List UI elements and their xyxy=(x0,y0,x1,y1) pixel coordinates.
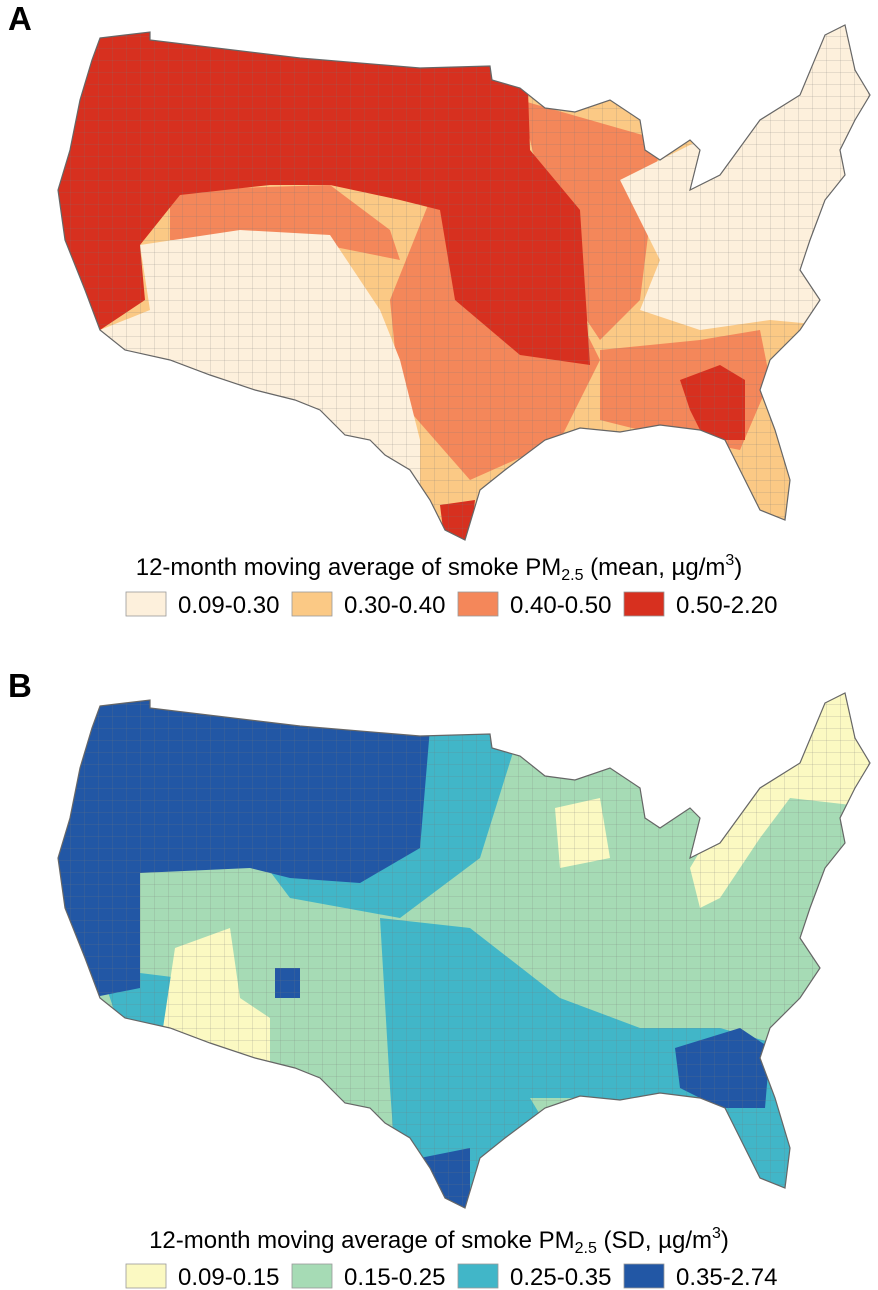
map-b xyxy=(57,692,871,1209)
legend-swatch xyxy=(623,1263,665,1289)
panel-label: A xyxy=(8,0,32,37)
county-lines xyxy=(58,25,870,540)
panel-a: A 12-month moving average of smoke PM2.5… xyxy=(8,0,871,619)
legend-swatch xyxy=(125,591,167,617)
legend: 0.09-0.30 0.30-0.40 0.40-0.50 0.50-2.20 xyxy=(125,591,777,619)
legend-label: 0.25-0.35 xyxy=(510,1264,611,1290)
legend-swatch xyxy=(291,1263,333,1289)
legend-label: 0.35-2.74 xyxy=(676,1264,777,1290)
legend-swatch xyxy=(125,1263,167,1289)
legend-swatch xyxy=(623,591,665,617)
legend-label: 0.09-0.30 xyxy=(178,592,279,619)
legend-label: 0.30-0.40 xyxy=(344,592,445,619)
county-lines xyxy=(58,693,870,1208)
legend-swatch xyxy=(457,1263,499,1289)
legend-label: 0.09-0.15 xyxy=(178,1264,279,1290)
legend-swatch xyxy=(457,591,499,617)
legend-title: 12-month moving average of smoke PM2.5 (… xyxy=(149,1225,729,1257)
legend-swatch xyxy=(291,591,333,617)
legend: 0.09-0.15 0.15-0.25 0.25-0.35 0.35-2.74 xyxy=(125,1263,777,1290)
panel-label: B xyxy=(8,667,32,704)
map xyxy=(58,25,870,540)
legend-label: 0.15-0.25 xyxy=(344,1264,445,1290)
legend-label: 0.40-0.50 xyxy=(510,592,611,619)
panel-b: B 12-month moving average of smoke PM2.5… xyxy=(8,667,871,1290)
map xyxy=(58,693,870,1208)
legend-label: 0.50-2.20 xyxy=(676,592,777,619)
legend-title: 12-month moving average of smoke PM2.5 (… xyxy=(136,552,743,584)
